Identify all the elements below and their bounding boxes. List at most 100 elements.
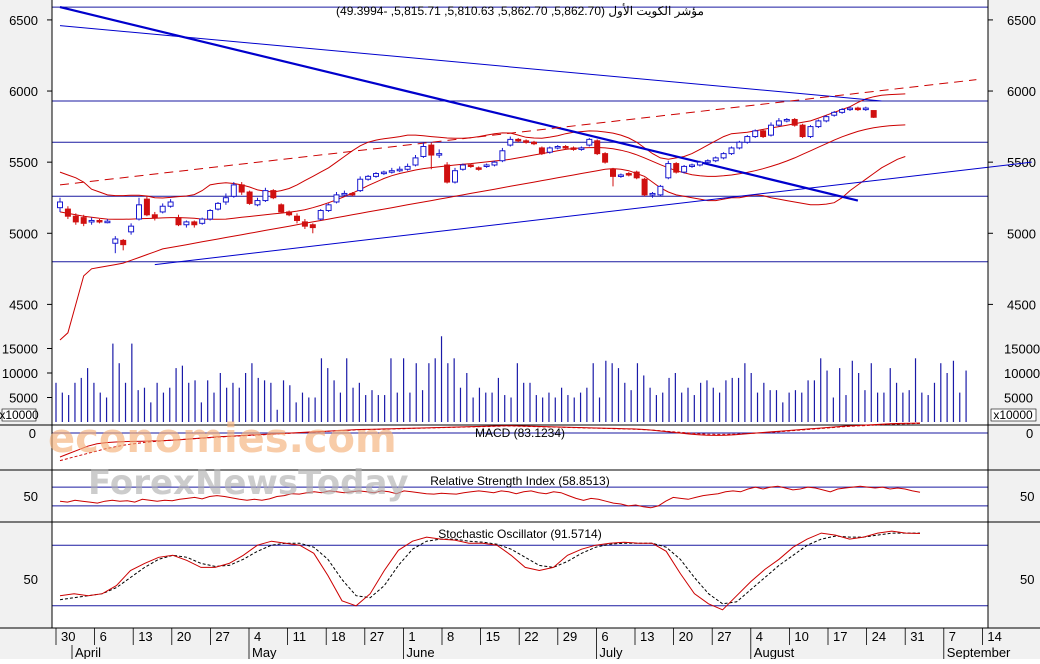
chart-title: مؤشر الكويت الأول (5,862.70, 5,862.70, 5… xyxy=(336,3,704,18)
candle-up xyxy=(847,107,853,111)
volume-tick-label-right: 5000 xyxy=(1004,391,1033,406)
price-tick-label-right: 5500 xyxy=(1007,155,1036,170)
candle-up xyxy=(546,147,553,153)
stochastic-k-line xyxy=(59,530,921,611)
candle-up xyxy=(167,201,174,207)
stochastic-tick-label-left: 50 xyxy=(24,572,38,587)
candle-down xyxy=(286,211,293,216)
candle-up xyxy=(222,197,229,203)
date-day-label: 7 xyxy=(949,629,956,644)
candle-down xyxy=(120,239,127,246)
macd-label: MACD (83.1234) xyxy=(475,426,565,440)
candle-up xyxy=(712,157,719,162)
candle-down xyxy=(270,190,277,199)
watermark-economies: economies.com xyxy=(48,416,397,462)
right-axis-background xyxy=(988,0,1040,628)
candle-down xyxy=(444,164,451,183)
date-day-label: 1 xyxy=(408,629,415,644)
candle-up xyxy=(681,165,688,173)
candle-up xyxy=(357,178,364,192)
candle-down xyxy=(143,198,150,216)
date-day-label: 22 xyxy=(524,629,538,644)
rsi-tick-label-right: 50 xyxy=(1020,489,1034,504)
date-day-label: 15 xyxy=(486,629,500,644)
candle-up xyxy=(341,192,348,196)
candle-down xyxy=(294,215,300,221)
date-day-label: 8 xyxy=(447,629,454,644)
candle-up xyxy=(404,165,411,170)
bollinger-upper-line xyxy=(59,93,906,199)
date-day-label: 18 xyxy=(331,629,345,644)
bollinger-lower-line xyxy=(59,156,906,341)
stochastic-d-line xyxy=(59,532,920,605)
candle-up xyxy=(704,160,711,163)
candle-up xyxy=(230,184,237,197)
date-day-label: 30 xyxy=(61,629,75,644)
date-month-label: July xyxy=(599,645,623,659)
candle-down xyxy=(602,153,609,163)
volume-scale-label-right: x10000 xyxy=(993,408,1033,422)
candle-down xyxy=(531,141,537,145)
candle-up xyxy=(452,170,458,183)
candle-down xyxy=(301,221,308,227)
candle-up xyxy=(744,136,751,143)
rsi-tick-label-left: 50 xyxy=(24,489,38,504)
candle-up xyxy=(373,173,379,177)
candle-down xyxy=(349,192,356,196)
candle-down xyxy=(641,178,648,196)
date-day-label: 29 xyxy=(563,629,577,644)
candle-down xyxy=(428,144,435,156)
candle-down xyxy=(238,184,245,193)
candle-up xyxy=(783,118,790,122)
volume-scale-box-left xyxy=(1,408,37,422)
candle-up xyxy=(159,205,166,213)
date-month-label: May xyxy=(252,645,277,659)
date-day-label: 6 xyxy=(100,629,107,644)
candle-down xyxy=(760,130,767,138)
candle-up xyxy=(649,192,656,196)
candle-down xyxy=(246,191,253,204)
volume-tick-label-left: 15000 xyxy=(2,342,38,357)
date-day-label: 13 xyxy=(138,629,152,644)
candle-down xyxy=(570,147,577,150)
date-day-label: 24 xyxy=(872,629,886,644)
candle-up xyxy=(736,141,743,149)
date-day-label: 31 xyxy=(910,629,924,644)
date-day-label: 27 xyxy=(370,629,384,644)
candle-up xyxy=(862,107,869,111)
candle-up xyxy=(499,150,506,162)
date-day-label: 14 xyxy=(987,629,1001,644)
date-month-label: August xyxy=(754,645,795,659)
macd-tick-label-right: 0 xyxy=(1026,426,1033,441)
candle-up xyxy=(807,126,814,138)
candle-down xyxy=(475,167,482,170)
candle-up xyxy=(412,157,419,166)
candle-down xyxy=(278,204,285,213)
candle-up xyxy=(689,164,695,167)
candle-up xyxy=(768,124,774,136)
candle-down xyxy=(467,164,474,167)
candle-down xyxy=(72,215,79,223)
candle-up xyxy=(380,171,387,175)
candle-up xyxy=(459,164,466,170)
candle-up xyxy=(815,120,822,128)
candle-up xyxy=(325,204,332,212)
candle-up xyxy=(823,116,830,122)
candle-up xyxy=(183,221,190,226)
volume-tick-label-left: 5000 xyxy=(9,391,38,406)
candle-up xyxy=(88,219,95,223)
date-month-label: April xyxy=(75,645,101,659)
rsi-label: Relative Strength Index (58.8513) xyxy=(430,474,609,488)
price-tick-label-left: 5000 xyxy=(9,226,38,241)
candle-up xyxy=(657,185,664,196)
candle-down xyxy=(673,163,680,173)
candle-up xyxy=(617,174,624,177)
candle-up xyxy=(388,170,395,173)
date-day-label: 20 xyxy=(177,629,191,644)
macd-tick-label-left: 0 xyxy=(29,426,36,441)
candle-up xyxy=(333,194,340,203)
left-axis-background xyxy=(0,0,52,628)
trendline-dashed xyxy=(59,79,977,186)
